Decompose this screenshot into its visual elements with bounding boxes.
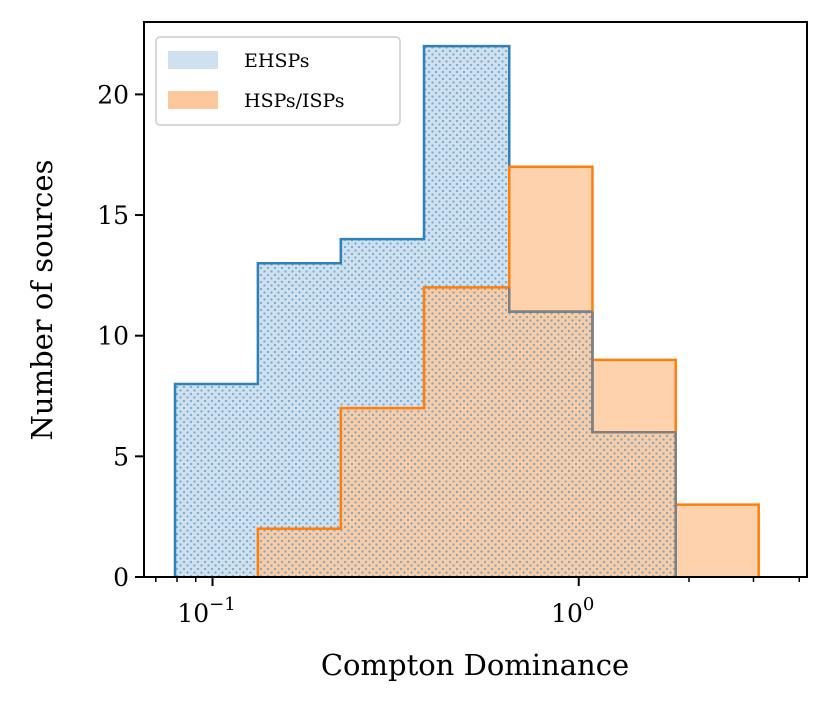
plot-frame bbox=[143, 21, 808, 578]
x-tick-label-2: 100 bbox=[551, 594, 594, 628]
y-tick-label-4: 15 bbox=[97, 201, 129, 230]
ehsp-hatch-1 bbox=[175, 383, 258, 577]
ehsp-hatch-5 bbox=[509, 311, 593, 577]
x-tick-label-1: 10−1 bbox=[177, 594, 235, 628]
ehsp-hatch-4 bbox=[424, 46, 510, 577]
y-axis-ticks: 0 5 10 15 20 bbox=[97, 80, 144, 592]
y-tick-label-5: 20 bbox=[97, 80, 129, 109]
ehsp-hatch-6 bbox=[592, 432, 676, 577]
legend-swatch-hsp-isp bbox=[168, 91, 218, 109]
y-tick-label-3: 10 bbox=[97, 322, 129, 351]
ehsp-hatch-overlay bbox=[175, 46, 676, 577]
legend: EHSPs HSPs/ISPs bbox=[155, 36, 401, 126]
legend-label-hsp-isp: HSPs/ISPs bbox=[244, 90, 345, 112]
ehsp-hatch-2 bbox=[257, 263, 341, 577]
hsp-isp-bar-6 bbox=[675, 504, 759, 577]
legend-swatch-ehsps bbox=[168, 51, 218, 69]
legend-label-ehsps: EHSPs bbox=[244, 50, 309, 72]
x-axis-ticks: 10−1 100 bbox=[155, 577, 800, 628]
y-axis-label: Number of sources bbox=[25, 160, 59, 441]
series-outlines bbox=[173, 44, 760, 577]
x-axis-label: Compton Dominance bbox=[321, 648, 629, 682]
y-tick-label-1: 0 bbox=[113, 563, 129, 592]
y-tick-label-2: 5 bbox=[113, 442, 129, 471]
